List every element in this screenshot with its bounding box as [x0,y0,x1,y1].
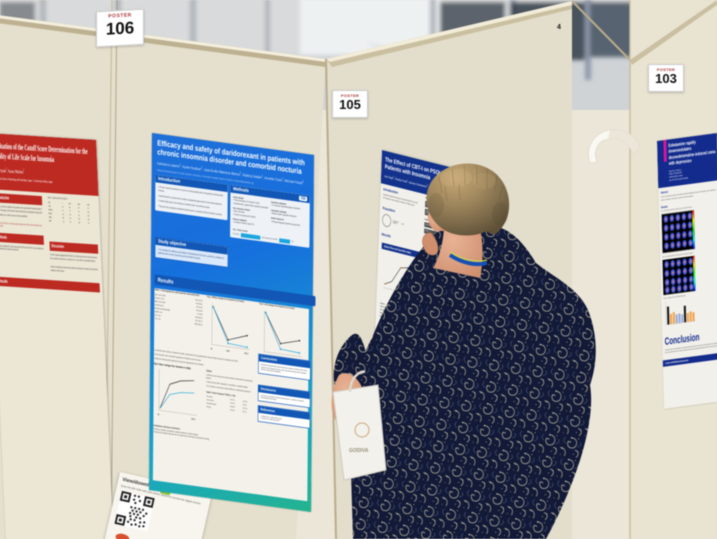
svg-text:GODIVA: GODIVA [349,448,369,454]
